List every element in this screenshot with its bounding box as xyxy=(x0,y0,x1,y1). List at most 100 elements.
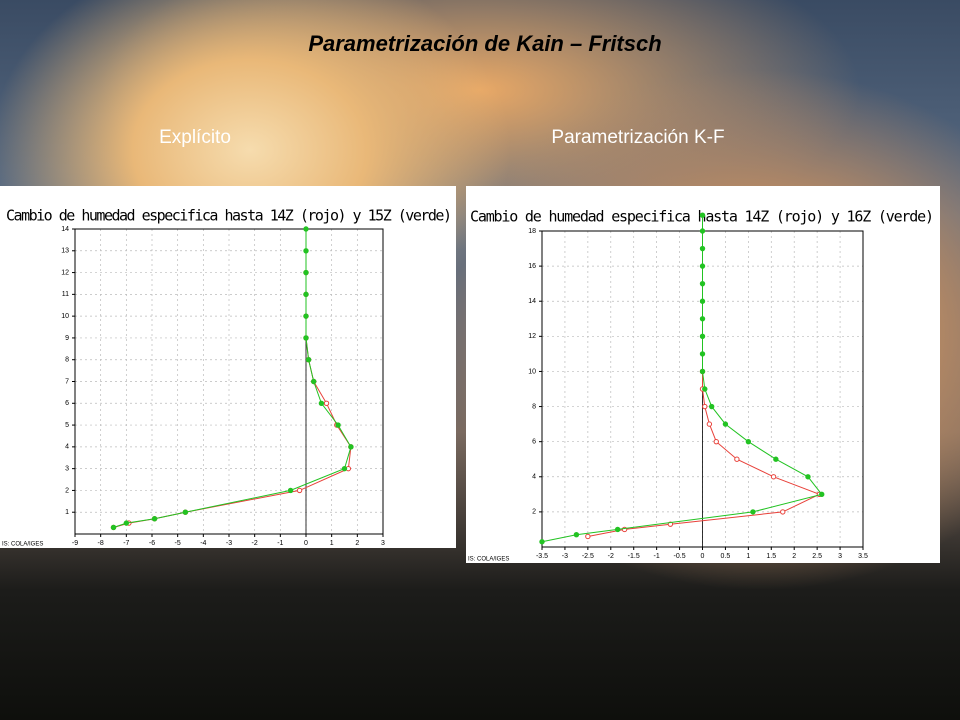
y-tick-label: 4 xyxy=(532,474,536,481)
data-point xyxy=(706,421,713,427)
x-tick-label: -1 xyxy=(277,540,283,547)
data-point xyxy=(348,444,354,450)
x-tick-label: -6 xyxy=(149,540,155,547)
y-tick-label: 5 xyxy=(65,422,69,429)
data-point xyxy=(722,421,729,427)
y-tick-label: 8 xyxy=(65,357,69,364)
x-tick-label: 0.5 xyxy=(721,553,731,560)
x-tick-label: -3 xyxy=(562,553,568,560)
data-point xyxy=(110,524,117,531)
y-tick-label: 16 xyxy=(528,263,536,270)
x-tick-label: -8 xyxy=(98,540,104,547)
y-tick-label: 6 xyxy=(532,439,536,446)
y-tick-label: 2 xyxy=(532,509,536,516)
data-point xyxy=(745,438,752,445)
data-point xyxy=(303,291,309,298)
panel-label: Parametrización K-F xyxy=(551,127,724,148)
y-tick-label: 8 xyxy=(532,403,536,410)
x-tick-label: -1 xyxy=(654,553,660,560)
data-point xyxy=(750,509,756,515)
data-point xyxy=(151,516,158,522)
plot-frame xyxy=(74,228,384,535)
y-tick-label: 12 xyxy=(61,269,69,276)
data-point xyxy=(780,509,786,515)
y-tick-label: 10 xyxy=(61,313,69,320)
x-tick-label: -9 xyxy=(72,540,78,547)
data-point xyxy=(585,533,591,540)
x-tick-label: -7 xyxy=(123,540,129,547)
data-point xyxy=(287,487,294,494)
data-point xyxy=(773,456,779,462)
data-point xyxy=(734,456,740,462)
data-point xyxy=(805,474,811,480)
data-point xyxy=(539,539,545,545)
y-tick-label: 13 xyxy=(61,248,69,255)
x-tick-label: 1 xyxy=(330,540,334,547)
data-point xyxy=(699,298,706,304)
chart-panel xyxy=(0,186,456,548)
x-tick-label: -4 xyxy=(200,540,206,547)
x-tick-label: -1.5 xyxy=(628,553,640,560)
data-point xyxy=(323,400,330,406)
y-tick-label: 2 xyxy=(65,487,69,494)
data-point xyxy=(303,313,309,319)
x-tick-label: 3.5 xyxy=(858,553,868,560)
data-point xyxy=(699,316,706,322)
data-point xyxy=(311,378,317,385)
x-tick-label: 1.5 xyxy=(766,553,776,560)
x-tick-label: 0 xyxy=(701,553,705,560)
data-point xyxy=(713,438,719,445)
x-tick-label: -3 xyxy=(226,540,232,547)
x-tick-label: 2.5 xyxy=(812,553,822,560)
y-tick-label: 18 xyxy=(528,228,536,235)
y-tick-label: 11 xyxy=(62,291,69,298)
x-tick-label: 0 xyxy=(304,540,308,547)
data-point xyxy=(699,245,706,252)
data-point xyxy=(708,403,715,410)
chart-title: Cambio de humedad especifica hasta 14Z (… xyxy=(6,207,452,225)
data-point xyxy=(702,386,708,392)
x-tick-label: -2 xyxy=(252,540,258,547)
y-tick-label: 6 xyxy=(65,400,69,407)
data-point xyxy=(699,228,706,234)
y-tick-label: 7 xyxy=(65,378,69,385)
y-tick-label: 3 xyxy=(65,465,69,472)
y-tick-label: 4 xyxy=(65,444,69,451)
data-point xyxy=(341,465,348,472)
data-point xyxy=(318,400,325,406)
x-tick-label: -3.5 xyxy=(536,553,548,560)
x-tick-label: 3 xyxy=(838,553,842,560)
y-tick-label: 14 xyxy=(528,298,536,305)
data-point xyxy=(303,226,309,232)
y-tick-label: 14 xyxy=(61,226,69,233)
y-tick-label: 1 xyxy=(65,509,69,516)
x-tick-label: 2 xyxy=(355,540,359,547)
x-tick-label: 1 xyxy=(746,553,750,560)
x-tick-label: -2.5 xyxy=(582,553,594,560)
data-point xyxy=(699,212,706,218)
data-point xyxy=(573,532,580,538)
x-tick-label: -0.5 xyxy=(674,553,686,560)
data-point xyxy=(182,509,189,515)
data-point xyxy=(303,269,309,276)
data-point xyxy=(819,491,825,498)
data-point xyxy=(303,248,309,254)
slide-title: Parametrización de Kain – Fritsch xyxy=(308,31,661,56)
data-point xyxy=(702,403,708,410)
y-tick-label: 12 xyxy=(528,333,536,340)
y-tick-label: 9 xyxy=(65,335,69,342)
x-tick-label: -2 xyxy=(608,553,614,560)
data-point xyxy=(335,422,341,428)
data-point xyxy=(123,520,130,526)
data-point xyxy=(699,368,706,375)
x-tick-label: 3 xyxy=(381,540,385,547)
data-point xyxy=(770,474,777,480)
y-tick-label: 10 xyxy=(528,368,536,375)
panel-label: Explícito xyxy=(159,127,231,148)
x-tick-label: 2 xyxy=(792,553,796,560)
data-point xyxy=(699,351,706,357)
x-tick-label: -5 xyxy=(175,540,181,547)
data-point xyxy=(699,263,706,269)
